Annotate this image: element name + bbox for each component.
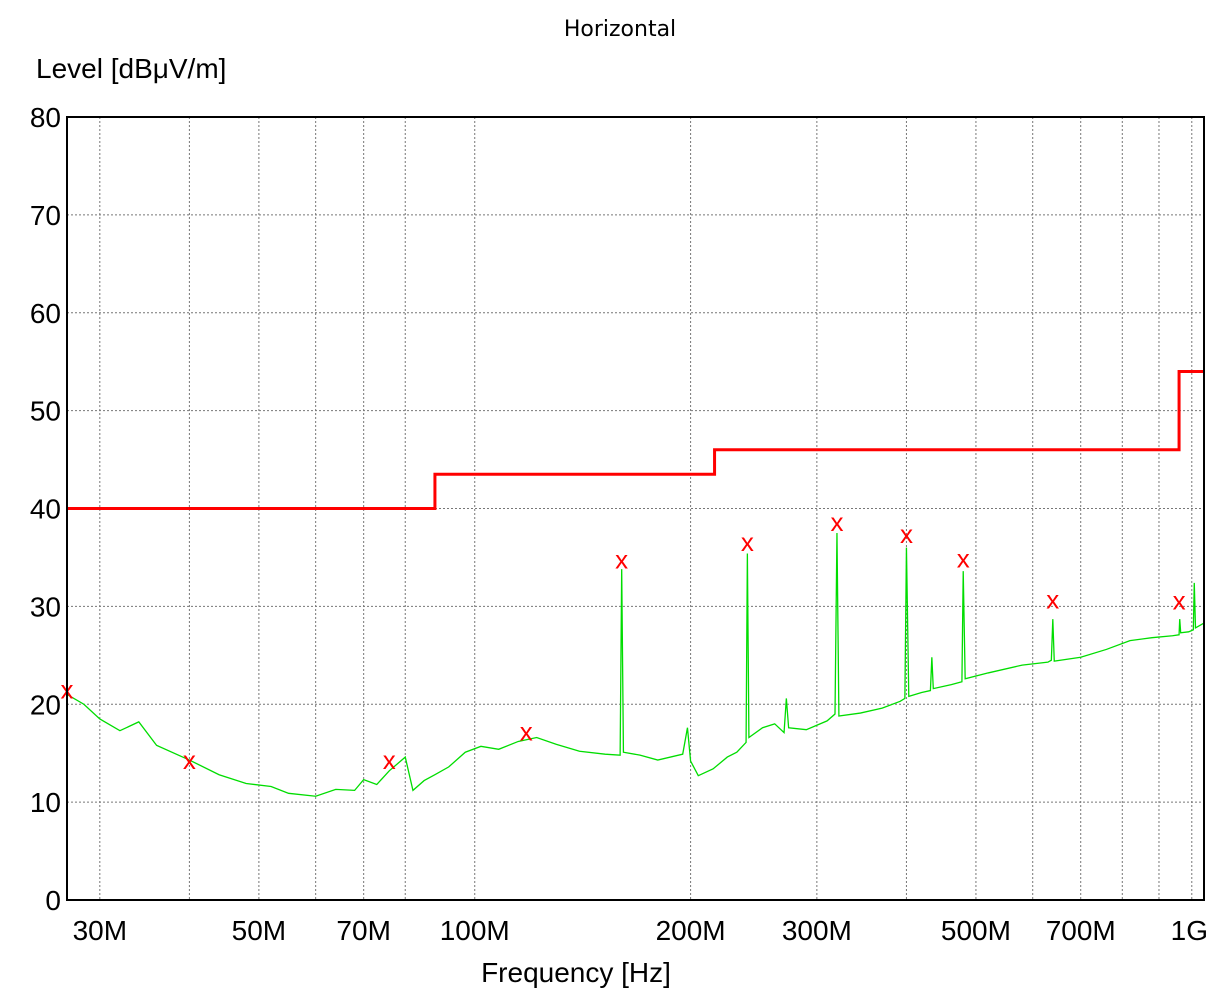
x-axis-label: Frequency [Hz] [481, 957, 671, 988]
measurement-trace [66, 532, 1205, 797]
x-tick-label: 300M [782, 915, 852, 946]
y-tick-label: 80 [30, 102, 61, 133]
x-tick-label: 30M [73, 915, 127, 946]
peak-marker: x [383, 745, 396, 775]
peak-marker: x [1173, 586, 1186, 616]
y-tick-label: 20 [30, 689, 61, 720]
y-tick-label: 30 [30, 591, 61, 622]
peak-marker: x [183, 745, 196, 775]
peak-marker: x [741, 527, 754, 557]
x-tick-label: 100M [440, 915, 510, 946]
peak-marker: x [957, 543, 970, 573]
peak-marker: x [615, 544, 628, 574]
tick-labels: 0 10 20 30 40 50 60 70 80 30M 50M 70M 100M 200M 300M 50… [30, 102, 1208, 946]
y-tick-label: 50 [30, 396, 61, 427]
limit-line [67, 369, 1204, 510]
plot-frame [66, 116, 1205, 901]
peak-marker: x [830, 507, 843, 537]
y-tick-label: 10 [30, 787, 61, 818]
peak-marker: x [900, 519, 913, 549]
x-tick-label: 500M [941, 915, 1011, 946]
x-tick-label: 1G [1171, 915, 1208, 946]
peak-marker: x [520, 717, 533, 747]
chart-title: Horizontal [564, 17, 676, 42]
y-tick-label: 40 [30, 494, 61, 525]
y-tick-label: 0 [45, 885, 61, 916]
peak-marker: x [1046, 585, 1059, 615]
x-tick-label: 70M [336, 915, 390, 946]
y-tick-label: 70 [30, 200, 61, 231]
series [66, 369, 1205, 797]
x-tick-label: 50M [232, 915, 286, 946]
y-tick-label: 60 [30, 298, 61, 329]
x-tick-label: 200M [656, 915, 726, 946]
x-tick-label: 700M [1046, 915, 1116, 946]
y-axis-label: Level [dBμV/m] [36, 53, 226, 84]
